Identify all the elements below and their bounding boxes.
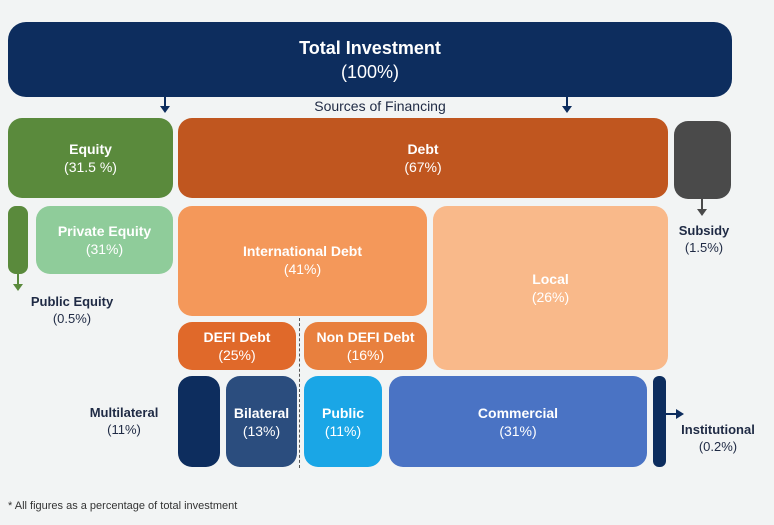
private-equity-box: Private Equity (31%)	[36, 206, 173, 274]
down-arrow-icon	[697, 199, 707, 216]
public-equity-label: Public Equity (0.5%)	[12, 293, 132, 327]
multilateral-label: Multilateral (11%)	[76, 404, 172, 438]
defi-debt-value: (25%)	[218, 347, 256, 363]
multilateral-title: Multilateral	[89, 405, 159, 420]
institutional-value: (0.2%)	[698, 439, 738, 454]
multilateral-value: (11%)	[107, 422, 141, 437]
total-investment-box: Total Investment (100%)	[8, 22, 732, 97]
bilateral-box: Bilateral (13%)	[226, 376, 297, 467]
dashed-divider	[299, 318, 300, 468]
international-debt-value: (41%)	[283, 261, 322, 277]
equity-value: (31.5 %)	[64, 159, 117, 175]
right-arrow-icon	[666, 409, 684, 419]
commercial-value: (31%)	[499, 422, 537, 439]
bilateral-title: Bilateral	[233, 404, 290, 421]
international-debt-box: International Debt (41%)	[178, 206, 427, 316]
defi-debt-title: DEFI Debt	[203, 329, 271, 345]
subsidy-label: Subsidy (1.5%)	[668, 222, 740, 256]
non-defi-debt-box: Non DEFI Debt (16%)	[304, 322, 427, 370]
local-box: Local (26%)	[433, 206, 668, 370]
public-value: (11%)	[324, 422, 362, 439]
bilateral-value: (13%)	[242, 422, 281, 439]
public-equity-title: Public Equity	[30, 294, 114, 309]
local-value: (26%)	[531, 289, 570, 305]
private-equity-value: (31%)	[85, 241, 124, 257]
defi-debt-box: DEFI Debt (25%)	[178, 322, 296, 370]
subsidy-value: (1.5%)	[684, 240, 724, 255]
debt-title: Debt	[407, 141, 439, 157]
non-defi-debt-title: Non DEFI Debt	[316, 329, 415, 345]
institutional-bar	[653, 376, 666, 467]
down-arrow-icon	[562, 96, 572, 113]
down-arrow-icon	[160, 96, 170, 113]
public-equity-bar	[8, 206, 28, 274]
local-title: Local	[532, 271, 569, 287]
debt-value: (67%)	[404, 159, 442, 175]
public-equity-value: (0.5%)	[52, 311, 92, 326]
equity-box: Equity (31.5 %)	[8, 118, 173, 198]
international-debt-title: International Debt	[242, 243, 362, 259]
institutional-title: Institutional	[681, 422, 755, 437]
total-investment-title: Total Investment	[299, 37, 441, 58]
footnote: * All figures as a percentage of total i…	[8, 500, 238, 512]
institutional-label: Institutional (0.2%)	[668, 421, 768, 455]
non-defi-debt-value: (16%)	[346, 347, 385, 363]
debt-box: Debt (67%)	[178, 118, 668, 198]
multilateral-box	[178, 376, 220, 467]
subsidy-title: Subsidy	[678, 223, 730, 238]
subsidy-box	[674, 121, 731, 199]
sources-of-financing-caption: Sources of Financing	[314, 98, 446, 114]
public-box: Public (11%)	[304, 376, 382, 467]
commercial-box: Commercial (31%)	[389, 376, 647, 467]
equity-title: Equity	[69, 141, 112, 157]
down-arrow-icon	[13, 274, 23, 291]
commercial-title: Commercial	[477, 404, 559, 421]
private-equity-title: Private Equity	[57, 223, 152, 239]
public-title: Public	[321, 404, 364, 421]
total-investment-value: (100%)	[340, 61, 400, 82]
